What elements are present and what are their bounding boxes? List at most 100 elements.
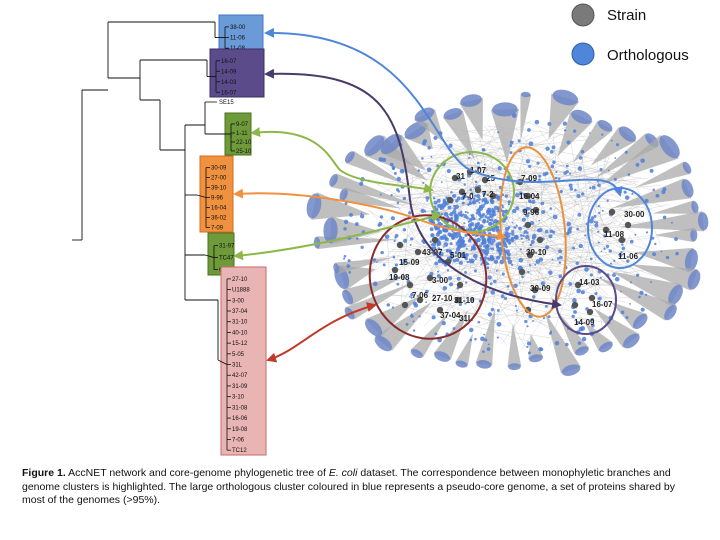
- orthologous-node: [477, 320, 481, 324]
- network-spoke-tip: [682, 161, 692, 174]
- orthologous-node: [554, 340, 560, 346]
- orthologous-node: [497, 166, 502, 171]
- orthologous-node: [478, 217, 481, 221]
- tree-leaf-label: 42-07: [232, 373, 248, 379]
- orthologous-node: [417, 169, 421, 172]
- orthologous-node: [489, 282, 493, 286]
- orthologous-node: [594, 291, 598, 296]
- orthologous-node: [580, 326, 586, 331]
- network-spoke: [610, 271, 682, 306]
- orthologous-node: [518, 281, 521, 284]
- orthologous-node: [394, 236, 397, 239]
- network-node-label: 11-06: [618, 252, 639, 261]
- orthologous-node: [511, 229, 515, 233]
- network-node-label: 39-10: [526, 248, 547, 257]
- orthologous-node: [513, 283, 518, 289]
- network-node-label: 19-08: [389, 273, 410, 282]
- orthologous-node: [422, 141, 426, 146]
- arrow-pink-clade: [266, 302, 377, 363]
- orthologous-node: [501, 204, 504, 207]
- orthologous-node: [597, 183, 601, 187]
- orthologous-node: [468, 152, 471, 156]
- network-spoke-tip: [455, 360, 468, 368]
- orthologous-node: [482, 212, 486, 216]
- arrow-green-top-clade: [250, 127, 434, 194]
- orthologous-node: [545, 146, 550, 151]
- orthologous-node: [396, 201, 400, 205]
- tree-leaf-label: 16-07: [221, 90, 237, 96]
- orthologous-node: [665, 255, 670, 260]
- orthologous-node: [474, 222, 480, 228]
- network-node-label: 15-09: [399, 258, 420, 267]
- orthologous-node: [452, 327, 456, 330]
- orthologous-node: [568, 226, 573, 230]
- orthologous-node: [519, 234, 523, 237]
- orthologous-node: [624, 150, 628, 154]
- orthologous-node: [378, 157, 384, 162]
- orthologous-node: [610, 139, 613, 142]
- tree-leaf-label: 22-10: [236, 140, 252, 146]
- orthologous-node: [660, 250, 663, 253]
- orthologous-node: [465, 320, 468, 323]
- tree-leaf-label: 16-04: [211, 206, 227, 212]
- orthologous-node: [565, 164, 569, 168]
- orthologous-node: [565, 231, 570, 236]
- clade-box-orange: [199, 155, 234, 233]
- orthologous-node: [597, 211, 601, 215]
- orthologous-node: [528, 141, 534, 147]
- orthologous-node: [621, 243, 624, 246]
- orthologous-node: [615, 143, 620, 147]
- orthologous-node: [389, 162, 394, 167]
- orthologous-node: [492, 222, 495, 225]
- orthologous-node: [580, 192, 585, 196]
- orthologous-node: [482, 218, 487, 223]
- orthologous-node: [572, 246, 576, 250]
- orthologous-node: [525, 234, 530, 240]
- orthologous-node: [487, 312, 493, 317]
- orthologous-node: [631, 192, 634, 195]
- network-edge: [557, 157, 609, 167]
- tree-leaf-label: 37-04: [232, 309, 248, 315]
- orthologous-node: [443, 242, 449, 247]
- orthologous-node: [496, 336, 499, 339]
- orthologous-node: [594, 223, 599, 228]
- orthologous-node: [514, 304, 517, 307]
- orthologous-node: [421, 157, 424, 160]
- orthologous-node: [638, 295, 641, 299]
- orthologous-node: [515, 224, 518, 227]
- tree-branch: [217, 359, 228, 365]
- orthologous-node: [655, 193, 660, 198]
- orthologous-node: [566, 221, 572, 227]
- orthologous-node: [620, 251, 623, 254]
- network-node-label: 11-08: [604, 230, 625, 239]
- orthologous-node: [674, 237, 678, 241]
- orthologous-node: [410, 313, 413, 316]
- tree-leaf-label: SE15: [219, 100, 234, 106]
- orthologous-node: [506, 241, 509, 243]
- orthologous-node: [409, 244, 412, 246]
- orthologous-node: [450, 234, 454, 238]
- orthologous-node: [603, 247, 606, 250]
- tree-leaf-label: 16-06: [232, 416, 248, 422]
- orthologous-node: [538, 257, 544, 262]
- orthologous-node: [538, 219, 541, 222]
- orthologous-node: [577, 212, 582, 217]
- orthologous-node: [475, 212, 478, 215]
- orthologous-node: [534, 119, 540, 125]
- network-spoke: [618, 211, 705, 232]
- tree-leaf-label: 31-10: [232, 320, 248, 326]
- orthologous-node: [460, 210, 463, 214]
- strain-node: [396, 241, 404, 249]
- orthologous-node: [624, 195, 630, 200]
- orthologous-node: [593, 220, 596, 223]
- strain-node: [401, 301, 409, 309]
- network-node-label: 27-10: [432, 294, 453, 303]
- orthologous-node: [519, 248, 522, 251]
- strain-node: [571, 301, 579, 309]
- orthologous-node: [474, 180, 478, 184]
- orthologous-node: [356, 237, 359, 240]
- orthologous-node: [490, 307, 495, 312]
- tree-leaf-label: 1-11: [236, 131, 248, 137]
- orthologous-node: [518, 257, 524, 263]
- orthologous-node: [584, 234, 587, 237]
